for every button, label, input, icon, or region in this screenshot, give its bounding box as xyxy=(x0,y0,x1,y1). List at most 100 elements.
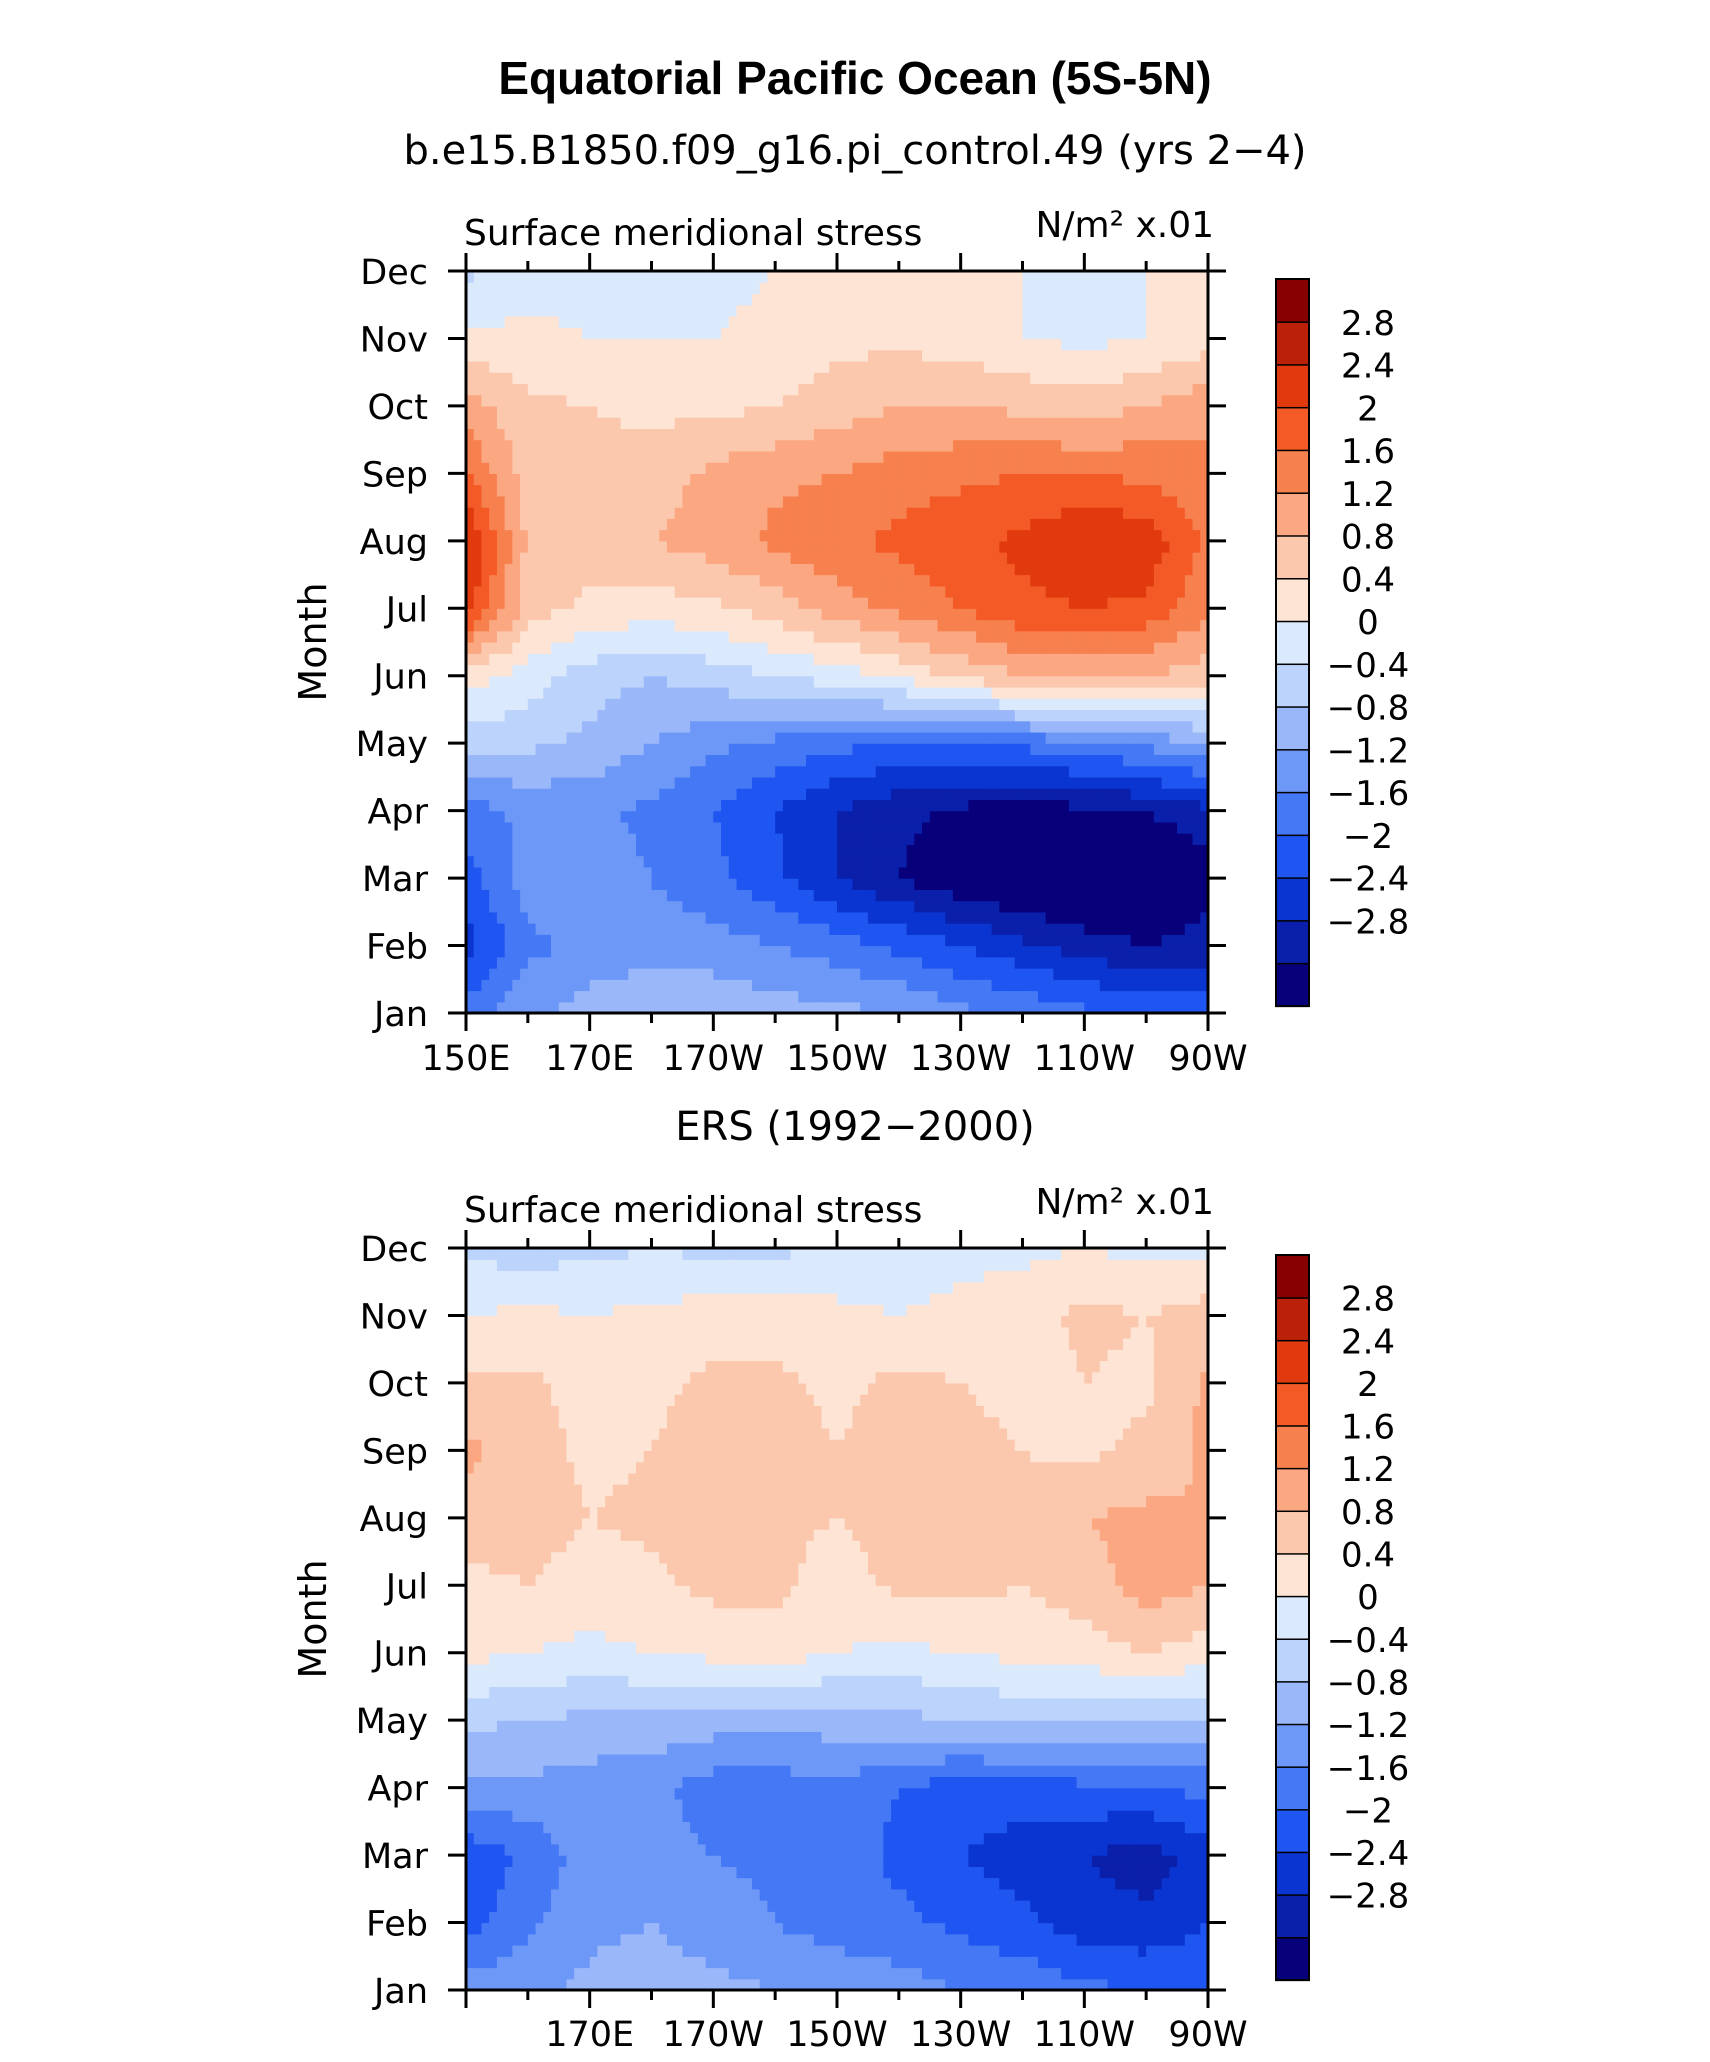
field-cell xyxy=(721,664,730,677)
field-cell xyxy=(1161,743,1170,756)
field-cell xyxy=(697,585,707,598)
field-cell xyxy=(875,799,884,812)
field-cell xyxy=(551,844,560,857)
field-cell xyxy=(1007,855,1016,868)
field-cell xyxy=(597,754,606,767)
field-cell xyxy=(898,979,908,992)
field-cell xyxy=(605,619,614,632)
field-cell xyxy=(883,720,892,733)
field-cell xyxy=(612,720,622,733)
field-cell xyxy=(1007,911,1016,924)
field-cell xyxy=(551,990,560,1003)
field-cell xyxy=(473,720,483,733)
field-cell xyxy=(605,979,614,992)
field-cell xyxy=(829,709,838,722)
field-cell xyxy=(605,889,614,902)
field-cell xyxy=(489,810,498,823)
field-cell xyxy=(496,956,506,969)
field-cell xyxy=(952,765,962,778)
field-cell xyxy=(937,799,946,812)
field-cell xyxy=(1177,686,1186,699)
field-cell xyxy=(1107,979,1116,992)
field-cell xyxy=(937,653,946,666)
field-cell xyxy=(790,731,799,744)
field-cell xyxy=(1030,473,1039,486)
field-cell xyxy=(481,540,490,553)
field-cell xyxy=(829,844,838,857)
field-cell xyxy=(574,934,583,947)
field-cell xyxy=(628,743,637,756)
field-cell xyxy=(1177,956,1186,969)
field-cell xyxy=(1092,507,1101,519)
field-cell xyxy=(883,934,892,947)
field-cell xyxy=(697,788,707,800)
field-cell xyxy=(520,709,529,722)
field-cell xyxy=(736,889,745,902)
field-cell xyxy=(1153,518,1163,531)
field-cell xyxy=(1146,450,1155,463)
field-cell xyxy=(1053,844,1062,857)
field-cell xyxy=(1122,462,1132,474)
field-cell xyxy=(1045,821,1055,834)
field-cell xyxy=(1184,709,1194,722)
field-cell xyxy=(1146,934,1155,947)
field-cell xyxy=(829,686,838,699)
field-cell xyxy=(628,675,637,688)
field-cell xyxy=(512,473,521,486)
field-cell xyxy=(543,428,552,441)
field-cell xyxy=(690,776,699,789)
field-cell xyxy=(1177,585,1186,598)
field-cell xyxy=(1200,619,1209,632)
field-cell xyxy=(829,866,838,879)
field-cell xyxy=(713,855,722,868)
field-cell xyxy=(489,776,498,789)
field-cell xyxy=(713,439,722,452)
field-cell xyxy=(922,574,931,587)
field-cell xyxy=(520,507,529,519)
field-cell xyxy=(1014,664,1024,677)
field-cell xyxy=(1161,855,1170,868)
field-cell xyxy=(636,968,645,980)
field-cell xyxy=(875,428,884,441)
field-cell xyxy=(798,945,807,958)
field-cell xyxy=(605,574,614,587)
field-cell xyxy=(976,911,985,924)
field-cell xyxy=(1107,956,1116,969)
field-cell xyxy=(829,990,838,1003)
field-cell xyxy=(914,855,923,868)
field-cell xyxy=(466,810,475,823)
field-cell xyxy=(682,878,691,890)
field-cell xyxy=(496,495,506,508)
field-cell xyxy=(922,450,931,463)
field-cell xyxy=(581,743,591,756)
field-cell xyxy=(1053,552,1062,564)
field-cell xyxy=(891,675,900,688)
field-cell xyxy=(574,878,583,890)
field-cell xyxy=(813,574,823,587)
field-cell xyxy=(798,450,807,463)
field-cell xyxy=(620,990,629,1003)
field-cell xyxy=(983,484,993,497)
field-cell xyxy=(620,979,629,992)
field-cell xyxy=(983,788,993,800)
field-cell xyxy=(999,743,1008,756)
field-cell xyxy=(744,574,753,587)
field-cell xyxy=(1068,552,1078,564)
field-cell xyxy=(867,765,877,778)
field-cell xyxy=(682,462,691,474)
field-cell xyxy=(690,799,699,812)
field-cell xyxy=(1115,979,1124,992)
field-cell xyxy=(713,630,722,643)
field-cell xyxy=(1107,844,1116,857)
field-cell xyxy=(790,990,799,1003)
field-cell xyxy=(983,720,993,733)
field-cell xyxy=(759,799,769,812)
field-cell xyxy=(736,788,745,800)
field-cell xyxy=(829,765,838,778)
field-cell xyxy=(976,563,985,576)
field-cell xyxy=(1061,439,1070,452)
field-cell xyxy=(1099,619,1109,632)
field-cell xyxy=(705,889,714,902)
field-cell xyxy=(952,855,962,868)
field-cell xyxy=(1107,473,1116,486)
